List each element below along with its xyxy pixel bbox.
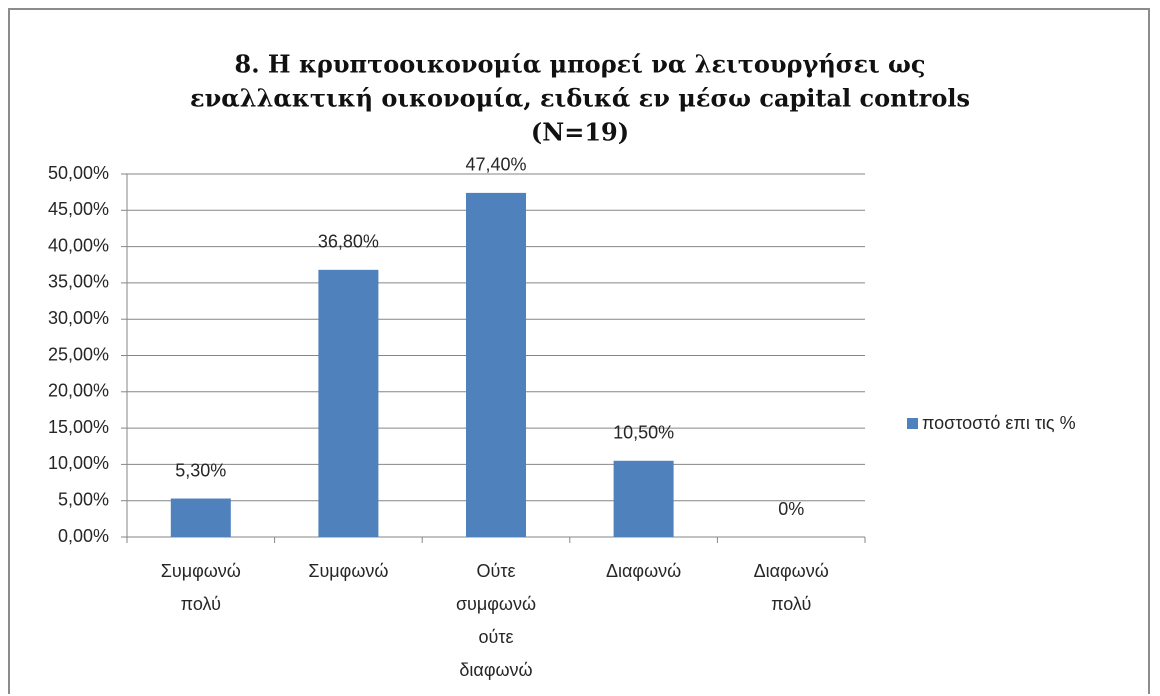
x-tick-label: Διαφωνώ <box>605 561 682 581</box>
data-label: 5,30% <box>175 460 226 480</box>
data-label: 0% <box>778 499 804 519</box>
y-tick-label: 35,00% <box>48 272 109 292</box>
y-tick-label: 5,00% <box>58 489 109 509</box>
y-tick-label: 45,00% <box>48 199 109 219</box>
chart-title: εναλλακτική οικονομία, ειδικά εν μέσω ca… <box>190 84 970 113</box>
bar <box>318 269 379 537</box>
chart-title: 8. Η κρυπτοοικονομία μπορεί να λειτουργή… <box>235 50 926 79</box>
x-tick-label: Συμφωνώ πολύ <box>160 561 241 614</box>
data-label: 36,80% <box>318 232 379 252</box>
data-label: 10,50% <box>613 423 674 443</box>
y-tick-label: 0,00% <box>58 526 109 546</box>
chart-frame <box>8 8 1150 694</box>
bar <box>613 460 674 537</box>
y-tick-label: 20,00% <box>48 381 109 401</box>
y-tick-label: 25,00% <box>48 344 109 364</box>
y-tick-label: 40,00% <box>48 235 109 255</box>
legend-label: ποστοστό επι τις % <box>922 413 1076 433</box>
y-tick-label: 10,00% <box>48 453 109 473</box>
data-label: 47,40% <box>465 155 526 175</box>
x-tick-label: Διαφωνώ πολύ <box>753 561 829 614</box>
chart-title: (N=19) <box>531 118 629 147</box>
x-tick-label: Συμφωνώ <box>308 561 389 581</box>
x-tick-label: Ούτε συμφωνώ ούτε διαφωνώ <box>455 561 537 680</box>
y-tick-label: 50,00% <box>48 163 109 183</box>
y-tick-label: 30,00% <box>48 308 109 328</box>
y-tick-label: 15,00% <box>48 417 109 437</box>
bar <box>170 498 231 537</box>
legend-item: ποστοστό επι τις % <box>907 413 1076 434</box>
legend-swatch <box>907 418 918 429</box>
bar <box>466 192 526 537</box>
